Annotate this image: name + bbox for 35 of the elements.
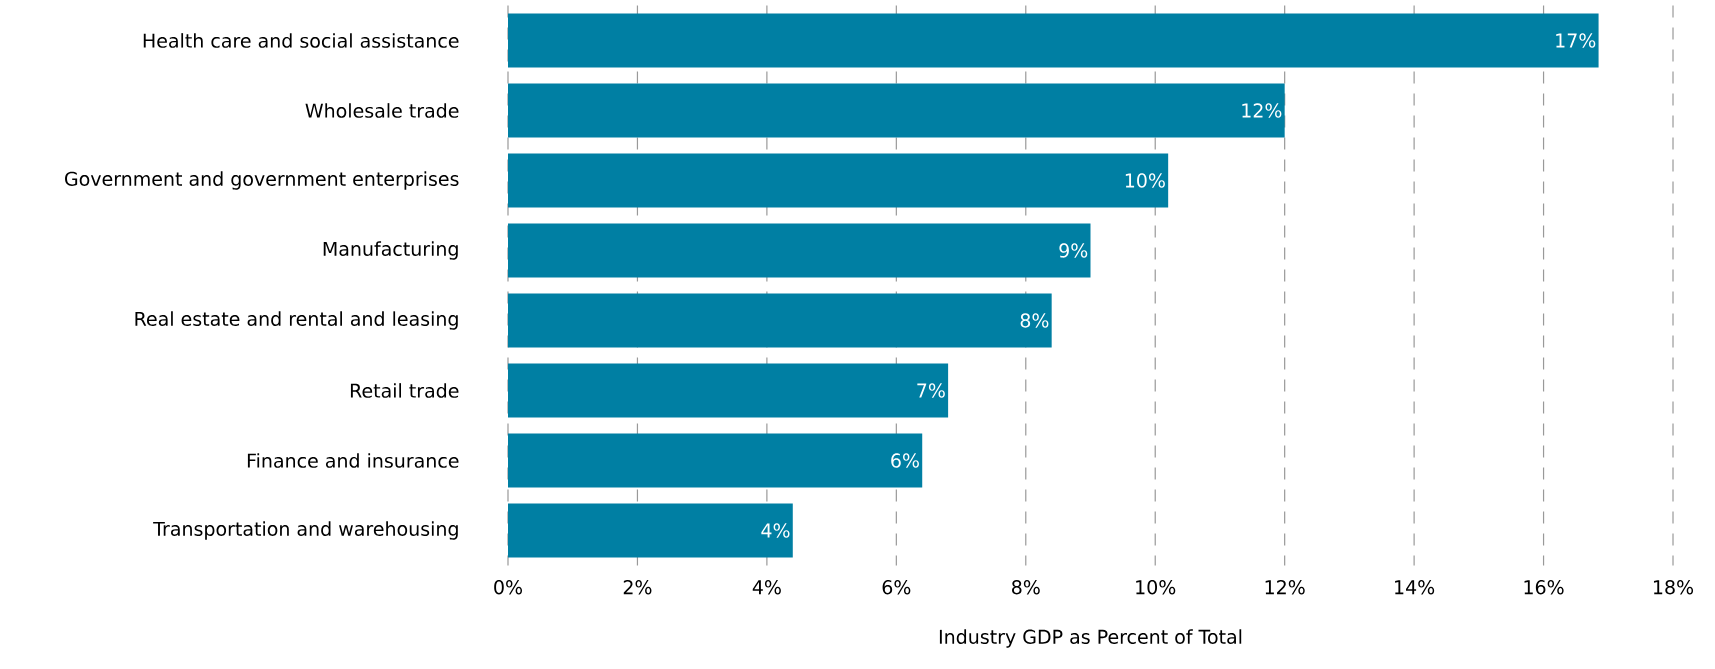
x-tick-label: 16% bbox=[1524, 580, 1564, 595]
x-axis-title: Industry GDP as Percent of Total bbox=[939, 629, 1242, 648]
x-tick-label: 14% bbox=[1395, 580, 1435, 595]
bar bbox=[508, 293, 1052, 348]
x-tick-label: 6% bbox=[882, 580, 911, 595]
y-tick-label: Retail trade bbox=[350, 383, 459, 398]
y-tick-label: Finance and insurance bbox=[247, 453, 459, 468]
data-label: 6% bbox=[891, 453, 919, 468]
x-tick-label: 4% bbox=[752, 580, 781, 595]
y-tick-label: Manufacturing bbox=[323, 241, 458, 260]
x-tick-label: 18% bbox=[1653, 580, 1694, 595]
bar bbox=[508, 503, 793, 558]
data-label: 12% bbox=[1242, 103, 1282, 118]
data-label: 4% bbox=[761, 523, 790, 538]
x-tick-label: 8% bbox=[1012, 580, 1040, 595]
y-tick-label: Real estate and rental and leasing bbox=[135, 311, 458, 330]
data-label: 17% bbox=[1556, 33, 1596, 48]
y-tick-label: Government and government enterprises bbox=[65, 171, 459, 190]
bar bbox=[508, 83, 1285, 138]
data-label: 7% bbox=[917, 383, 945, 398]
x-tick-label: 0% bbox=[494, 580, 523, 595]
x-tick-label: 2% bbox=[623, 580, 652, 595]
bar bbox=[508, 13, 1599, 68]
data-label: 10% bbox=[1125, 173, 1165, 188]
bar bbox=[508, 363, 949, 418]
y-tick-label: Wholesale trade bbox=[305, 103, 459, 118]
bar bbox=[508, 433, 923, 488]
bar bbox=[508, 153, 1169, 208]
y-tick-label: Health care and social assistance bbox=[143, 33, 459, 48]
y-tick-label: Transportation and warehousing bbox=[153, 521, 458, 540]
data-label: 9% bbox=[1059, 243, 1088, 258]
bar bbox=[508, 223, 1091, 278]
data-label: 8% bbox=[1020, 313, 1049, 328]
x-tick-label: 12% bbox=[1265, 580, 1305, 595]
x-tick-label: 10% bbox=[1136, 580, 1176, 595]
